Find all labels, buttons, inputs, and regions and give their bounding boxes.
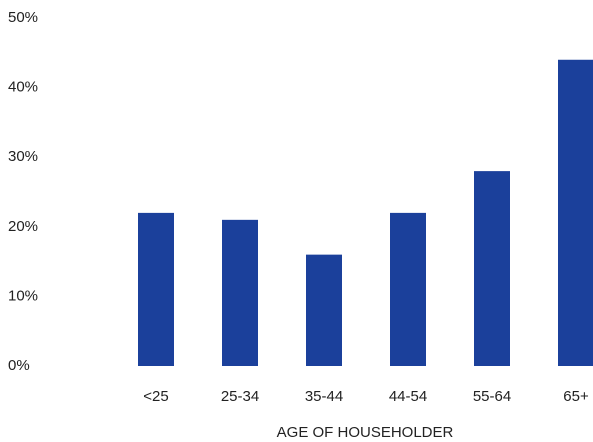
x-tick-label: 25-34 [221, 388, 259, 405]
y-tick-label: 20% [8, 218, 38, 235]
bar [138, 212, 174, 366]
bar [390, 212, 426, 366]
bar [306, 254, 342, 366]
x-tick-label: 55-64 [473, 388, 511, 405]
x-tick-label: <25 [143, 388, 168, 405]
x-tick-label: 65+ [563, 388, 589, 405]
bar [474, 171, 510, 366]
y-tick-label: 0% [8, 357, 30, 374]
x-tick-label: 35-44 [305, 388, 343, 405]
bar [222, 219, 258, 366]
y-tick-label: 50% [8, 9, 38, 26]
y-tick-label: 30% [8, 148, 38, 165]
x-tick-label: 44-54 [389, 388, 427, 405]
y-tick-label: 10% [8, 287, 38, 304]
x-axis-label: AGE OF HOUSEHOLDER [277, 424, 454, 441]
y-tick-label: 40% [8, 79, 38, 96]
bar [558, 59, 593, 366]
